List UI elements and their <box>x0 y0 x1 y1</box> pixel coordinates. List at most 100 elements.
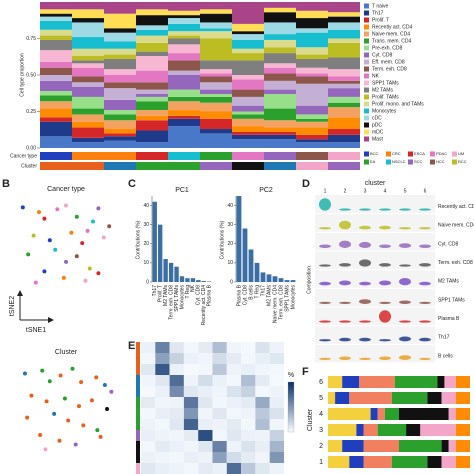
y-tick-label: 2 <box>319 443 323 450</box>
heatmap-cell <box>212 342 227 353</box>
x-tick-label: M2 TAMs <box>266 285 272 306</box>
row-label: Naive mem. CD4 <box>438 223 474 229</box>
cluster-strip <box>136 364 140 375</box>
x-tick-label: Prolif. T <box>158 285 164 302</box>
stacked-segment <box>264 134 296 140</box>
bar <box>163 259 168 282</box>
stacked-segment <box>406 424 421 436</box>
legend-label: PDAC <box>436 151 447 156</box>
stacked-segment <box>349 456 364 468</box>
cancer-type-cell <box>104 152 136 160</box>
heatmap-cell <box>255 364 270 375</box>
legend-swatch <box>364 94 369 100</box>
stacked-segment <box>200 111 232 119</box>
violin <box>399 208 411 211</box>
heatmap-cell <box>169 375 184 386</box>
bar <box>242 228 248 282</box>
scatter-point <box>85 228 90 233</box>
scatter-point <box>89 398 94 403</box>
stacked-segment <box>296 121 328 128</box>
scatter-point <box>96 206 101 211</box>
cluster-cell <box>136 162 168 170</box>
y-axis-label: Cell type proportion <box>19 53 25 97</box>
stacked-segment <box>40 80 72 92</box>
stacked-segment <box>363 456 392 468</box>
heatmap-cell <box>155 463 170 474</box>
heatmap-cell <box>255 375 270 386</box>
stacked-segment <box>328 408 371 420</box>
legend-label: NK <box>372 73 380 79</box>
legend-label: UM <box>458 151 464 156</box>
x-tick-label: 2 <box>344 188 347 194</box>
stacked-segment <box>328 102 360 108</box>
heatmap-cell <box>241 463 256 474</box>
heatmap-cell <box>155 375 170 386</box>
stacked-segment <box>391 456 428 468</box>
scatter-point <box>101 235 106 240</box>
bar <box>254 262 260 282</box>
cluster-strip <box>136 386 140 397</box>
cluster-strip <box>136 419 140 430</box>
x-tick-label: T Reg <box>254 285 260 299</box>
scatter-point <box>37 210 41 215</box>
y-tick-label: 30 <box>227 222 233 228</box>
heatmap-cell <box>169 419 184 430</box>
heatmap-cell <box>255 342 270 353</box>
stacked-segment <box>168 31 200 36</box>
stacked-segment <box>40 101 72 109</box>
heatmap-cell <box>198 364 213 375</box>
heatmap-cell <box>269 419 284 430</box>
scatter-point <box>22 371 27 376</box>
bar <box>278 278 284 282</box>
heatmap-cell <box>183 430 199 441</box>
heatmap-cell <box>198 375 213 386</box>
scatter-point <box>29 393 34 398</box>
x-axis-label: cluster <box>365 180 386 187</box>
heatmap-cell <box>198 441 213 452</box>
stacked-segment <box>232 53 264 61</box>
stacked-segment <box>200 82 232 90</box>
stacked-segment <box>136 142 168 148</box>
stacked-segment <box>296 114 328 119</box>
legend-swatch <box>364 10 369 16</box>
y-tick-label: 0.75 <box>26 36 36 42</box>
heatmap-cell <box>198 463 213 474</box>
heatmap-cell <box>169 408 184 419</box>
row-label: SPP1 TAMs <box>438 297 465 303</box>
violin <box>359 241 371 248</box>
stacked-segment <box>328 142 360 148</box>
stacked-segment <box>264 89 296 94</box>
legend-label: Prolif. TAMs <box>372 94 399 100</box>
stacked-segment <box>136 110 168 116</box>
stacked-segment <box>296 18 328 29</box>
stacked-segment <box>264 73 296 81</box>
bar <box>168 262 174 282</box>
legend-label: Prolif. T <box>372 17 389 23</box>
legend-label: EA <box>370 159 376 164</box>
heatmap-cell <box>241 386 256 397</box>
legend-swatch <box>364 45 369 51</box>
violin <box>359 281 371 286</box>
legend-swatch <box>452 151 457 157</box>
stacked-segment <box>328 57 360 70</box>
stacked-segment <box>72 114 104 122</box>
stacked-segment <box>136 93 168 97</box>
legend-label: ESCA <box>414 151 425 156</box>
y-tick-label: 0 <box>146 279 149 285</box>
heatmap-cell <box>226 397 242 408</box>
legend-label: Pre-exh. CD8 <box>372 45 403 51</box>
stacked-segment <box>232 114 264 119</box>
stacked-segment <box>72 96 104 109</box>
bar <box>185 278 190 282</box>
scatter-point <box>57 438 62 443</box>
stacked-segment <box>328 129 360 135</box>
stacked-segment <box>232 134 264 140</box>
stacked-segment <box>399 440 442 452</box>
stacked-segment <box>296 1 328 11</box>
legend-swatch <box>364 115 369 121</box>
violin <box>339 240 351 248</box>
stacked-segment <box>455 392 470 404</box>
stacked-segment <box>232 96 264 106</box>
heatmap-cell <box>255 430 270 441</box>
heatmap-cell <box>212 397 227 408</box>
